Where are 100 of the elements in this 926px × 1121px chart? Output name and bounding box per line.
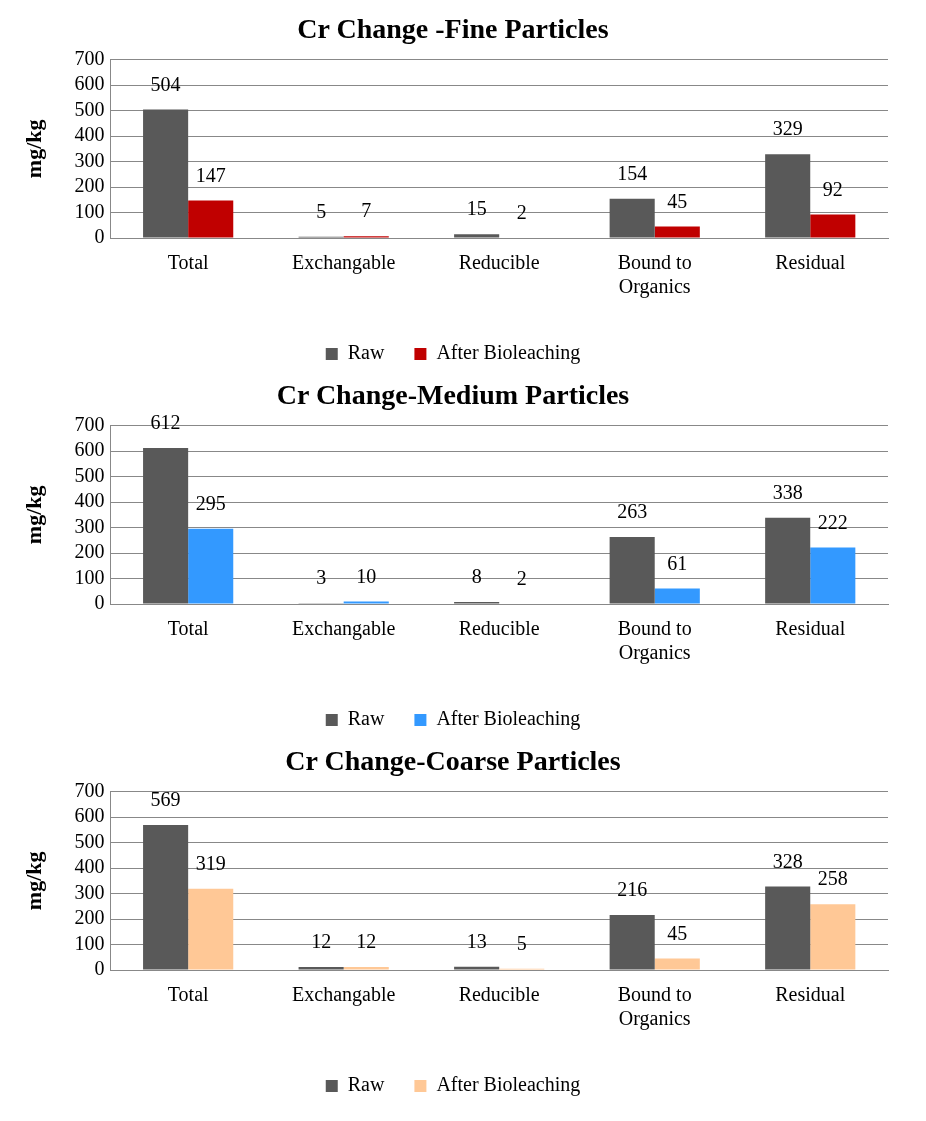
- bar: [343, 966, 389, 970]
- data-label: 12: [311, 930, 332, 953]
- data-label: 13: [466, 929, 487, 952]
- x-tick-label: Residual: [775, 983, 846, 1006]
- chart-title: Cr Change-Medium Particles: [276, 379, 630, 411]
- bar: [654, 588, 700, 604]
- bar: [454, 966, 500, 970]
- bar: [609, 536, 655, 604]
- legend-label: Raw: [347, 341, 385, 364]
- data-label: 5: [316, 199, 327, 222]
- y-tick-label: 0: [94, 957, 105, 980]
- y-tick-label: 100: [74, 199, 105, 222]
- data-label: 7: [361, 199, 372, 222]
- x-tick-label: Total: [167, 251, 210, 274]
- y-tick-label: 600: [74, 72, 105, 95]
- bar: [810, 904, 856, 970]
- data-label: 8: [471, 565, 482, 588]
- y-tick-label: 400: [74, 123, 105, 146]
- bar: [143, 448, 189, 604]
- x-tick-label: Residual: [775, 251, 846, 274]
- y-tick-label: 500: [74, 97, 105, 120]
- data-label: 569: [150, 788, 181, 811]
- data-label: 258: [817, 867, 848, 890]
- bar: [765, 154, 811, 238]
- legend-label: Raw: [347, 1073, 385, 1096]
- data-label: 45: [667, 189, 688, 212]
- data-label: 147: [195, 163, 226, 186]
- bar: [810, 547, 856, 604]
- data-label: 338: [772, 481, 803, 504]
- data-label: 15: [466, 197, 487, 220]
- bar: [143, 109, 189, 238]
- y-tick-label: 300: [74, 880, 105, 903]
- x-tick-label: Exchangable: [292, 617, 396, 641]
- y-axis-title: mg/kg: [20, 851, 46, 911]
- bar: [454, 234, 500, 238]
- bar: [143, 824, 189, 970]
- x-tick-label: Bound to Organics: [617, 617, 692, 665]
- chart-title: Cr Change -Fine Particles: [297, 13, 609, 45]
- data-label: 2: [516, 200, 527, 223]
- y-tick-label: 400: [74, 855, 105, 878]
- data-label: 92: [822, 177, 843, 200]
- chart-title: Cr Change-Coarse Particles: [285, 745, 621, 777]
- y-tick-label: 300: [74, 514, 105, 537]
- y-tick-label: 500: [74, 829, 105, 852]
- x-tick-label: Total: [167, 617, 210, 640]
- data-label: 222: [817, 510, 848, 533]
- y-tick-label: 0: [94, 591, 105, 614]
- y-tick-label: 200: [74, 174, 105, 197]
- data-label: 10: [356, 564, 377, 587]
- y-tick-label: 700: [74, 46, 105, 69]
- bar: [609, 914, 655, 970]
- x-tick-label: Reducible: [458, 251, 540, 274]
- bar: [188, 888, 234, 970]
- y-tick-label: 700: [74, 412, 105, 435]
- y-tick-label: 700: [74, 778, 105, 801]
- data-label: 295: [195, 492, 226, 515]
- x-tick-label: Exchangable: [292, 983, 396, 1007]
- y-tick-label: 200: [74, 540, 105, 563]
- bar: [654, 958, 700, 970]
- bar: [609, 198, 655, 238]
- x-tick-label: Exchangable: [292, 251, 396, 275]
- data-label: 12: [356, 930, 377, 953]
- bar: [343, 601, 389, 604]
- x-tick-label: Reducible: [458, 617, 540, 640]
- x-tick-label: Total: [167, 983, 210, 1006]
- y-axis-title: mg/kg: [20, 119, 46, 179]
- bar: [765, 517, 811, 604]
- legend-label: After Bioleaching: [436, 1073, 581, 1097]
- y-tick-label: 400: [74, 489, 105, 512]
- data-label: 154: [617, 162, 648, 184]
- x-tick-label: Residual: [775, 617, 846, 640]
- data-label: 61: [667, 551, 688, 574]
- data-label: 612: [150, 411, 181, 434]
- data-label: 45: [667, 921, 688, 944]
- bar: [765, 886, 811, 970]
- bar: [298, 966, 344, 970]
- y-axis-title: mg/kg: [20, 485, 46, 545]
- legend-label: After Bioleaching: [436, 707, 581, 731]
- bar: [654, 226, 700, 238]
- y-tick-label: 600: [74, 438, 105, 461]
- y-tick-label: 500: [74, 463, 105, 486]
- y-tick-label: 0: [94, 225, 105, 248]
- y-tick-label: 300: [74, 148, 105, 171]
- x-tick-label: Bound to Organics: [617, 983, 692, 1031]
- y-tick-label: 200: [74, 906, 105, 929]
- data-label: 329: [772, 117, 803, 140]
- bar: [188, 528, 234, 604]
- y-tick-label: 600: [74, 804, 105, 827]
- legend-label: After Bioleaching: [436, 341, 581, 365]
- legend-label: Raw: [347, 707, 385, 730]
- data-label: 328: [772, 849, 803, 872]
- data-label: 504: [150, 72, 181, 95]
- data-label: 216: [617, 878, 648, 901]
- x-tick-label: Reducible: [458, 983, 540, 1006]
- data-label: 3: [316, 566, 327, 589]
- bar: [188, 200, 234, 238]
- data-label: 2: [516, 566, 527, 589]
- y-tick-label: 100: [74, 565, 105, 588]
- data-label: 319: [195, 851, 226, 874]
- y-tick-label: 100: [74, 931, 105, 954]
